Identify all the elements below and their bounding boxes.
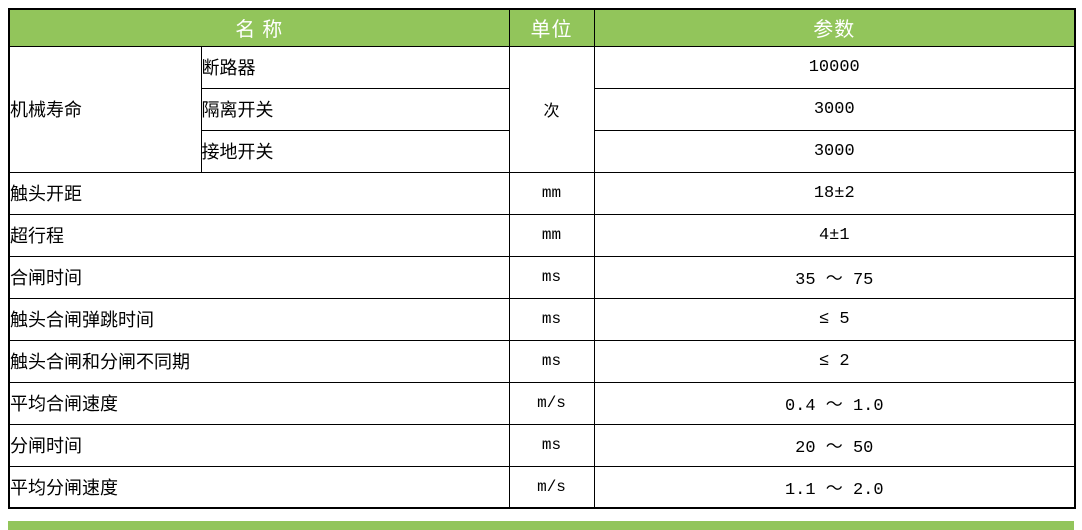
header-row: 名 称 单位 参数: [8, 8, 1076, 47]
table-row: 触头开距 mm 18±2: [8, 171, 1076, 215]
table-row: 平均分闸速度 m/s 1.1 ～ 2.0: [8, 465, 1076, 509]
table-row: 平均合闸速度 m/s 0.4 ～ 1.0: [8, 381, 1076, 425]
param-cell: 18±2: [593, 171, 1076, 215]
table-row: 触头合闸和分闸不同期 ms ≤ 2: [8, 339, 1076, 383]
name-cell: 触头合闸弹跳时间: [8, 297, 510, 341]
table-row: 合闸时间 ms 35 ～ 75: [8, 255, 1076, 299]
name-cell: 触头合闸和分闸不同期: [8, 339, 510, 383]
table-row: 触头合闸弹跳时间 ms ≤ 5: [8, 297, 1076, 341]
header-cell-name: 名 称: [8, 8, 510, 47]
table-row: 接地开关 3000: [9, 129, 1076, 173]
param-cell: 20 ～ 50: [593, 423, 1076, 467]
name-cell: 断路器: [200, 45, 510, 89]
param-cell: ≤ 2: [593, 339, 1076, 383]
name-cell: 触头开距: [8, 171, 510, 215]
table-row: 机械寿命 断路器 次 10000: [8, 45, 1076, 173]
unit-cell: ms: [508, 255, 595, 299]
group-label-cell: 机械寿命: [8, 45, 202, 173]
table-row: 隔离开关 3000: [9, 87, 1076, 131]
table-row: 超行程 mm 4±1: [8, 213, 1076, 257]
name-cell: 分闸时间: [8, 423, 510, 467]
table-row: 分闸时间 ms 20 ～ 50: [8, 423, 1076, 467]
param-cell: 0.4 ～ 1.0: [593, 381, 1076, 425]
unit-cell: m/s: [508, 381, 595, 425]
name-cell: 平均分闸速度: [8, 465, 510, 509]
param-cell: ≤ 5: [593, 297, 1076, 341]
unit-cell: 次: [508, 45, 595, 173]
header-cell-param: 参数: [593, 8, 1076, 47]
param-cell: 35 ～ 75: [593, 255, 1076, 299]
name-cell: 合闸时间: [8, 255, 510, 299]
param-cell: 3000: [593, 129, 1076, 173]
spec-table: 名 称 单位 参数 机械寿命 断路器 次 10000 隔离开关 3000 接地开…: [8, 8, 1076, 509]
name-cell: 平均合闸速度: [8, 381, 510, 425]
name-cell: 隔离开关: [200, 87, 510, 131]
unit-cell: mm: [508, 213, 595, 257]
unit-cell: m/s: [508, 465, 595, 509]
unit-cell: ms: [508, 339, 595, 383]
header-cell-unit: 单位: [508, 8, 595, 47]
param-cell: 3000: [593, 87, 1076, 131]
unit-cell: mm: [508, 171, 595, 215]
param-cell: 1.1 ～ 2.0: [593, 465, 1076, 509]
bottom-accent-bar: [8, 521, 1074, 530]
unit-cell: ms: [508, 297, 595, 341]
param-cell: 4±1: [593, 213, 1076, 257]
param-cell: 10000: [593, 45, 1076, 89]
unit-cell: ms: [508, 423, 595, 467]
name-cell: 超行程: [8, 213, 510, 257]
name-cell: 接地开关: [200, 129, 510, 173]
